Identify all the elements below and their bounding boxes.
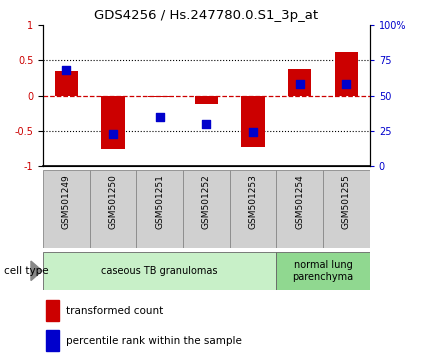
- FancyBboxPatch shape: [183, 170, 230, 248]
- FancyBboxPatch shape: [276, 252, 370, 290]
- Text: GSM501254: GSM501254: [295, 174, 304, 229]
- Bar: [335, 52, 358, 96]
- Bar: [46, 300, 59, 321]
- Bar: [101, 96, 125, 149]
- Bar: [195, 96, 218, 104]
- Text: percentile rank within the sample: percentile rank within the sample: [66, 336, 242, 346]
- Text: GSM501251: GSM501251: [155, 174, 164, 229]
- FancyBboxPatch shape: [43, 170, 90, 248]
- FancyBboxPatch shape: [323, 170, 370, 248]
- Text: GSM501255: GSM501255: [342, 174, 351, 229]
- Point: [296, 81, 303, 87]
- FancyBboxPatch shape: [136, 170, 183, 248]
- Bar: [288, 69, 311, 96]
- Point: [156, 114, 163, 120]
- Bar: [55, 71, 78, 96]
- Text: GSM501249: GSM501249: [62, 174, 71, 229]
- FancyBboxPatch shape: [230, 170, 276, 248]
- Point: [110, 131, 117, 137]
- Point: [343, 81, 350, 87]
- Point: [203, 121, 210, 127]
- Polygon shape: [31, 261, 42, 280]
- Text: GSM501250: GSM501250: [108, 174, 117, 229]
- Bar: [148, 96, 172, 97]
- Text: GSM501253: GSM501253: [249, 174, 258, 229]
- FancyBboxPatch shape: [43, 252, 276, 290]
- Text: transformed count: transformed count: [66, 306, 163, 316]
- Bar: [241, 96, 265, 147]
- Text: normal lung
parenchyma: normal lung parenchyma: [292, 260, 354, 282]
- Text: cell type: cell type: [4, 266, 49, 276]
- FancyBboxPatch shape: [276, 170, 323, 248]
- Text: caseous TB granulomas: caseous TB granulomas: [101, 266, 218, 276]
- Bar: [46, 330, 59, 351]
- Title: GDS4256 / Hs.247780.0.S1_3p_at: GDS4256 / Hs.247780.0.S1_3p_at: [94, 9, 319, 22]
- FancyBboxPatch shape: [90, 170, 136, 248]
- Text: GSM501252: GSM501252: [202, 174, 211, 229]
- Point: [250, 130, 257, 135]
- Point: [63, 67, 70, 73]
